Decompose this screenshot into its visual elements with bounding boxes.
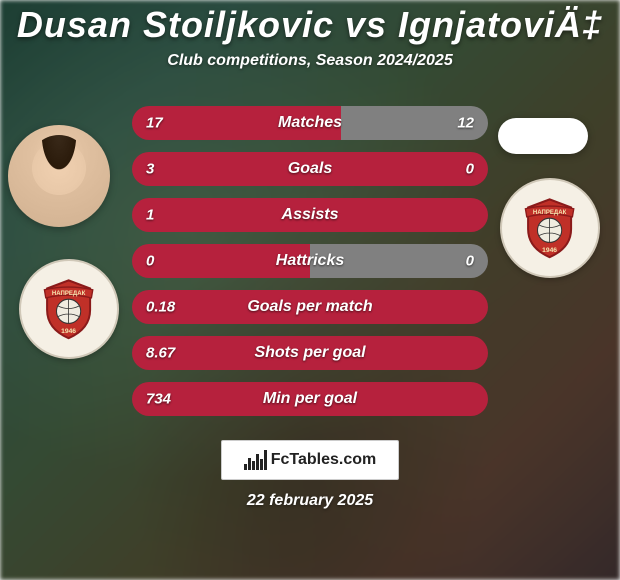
date-text: 22 february 2025 [247, 492, 373, 510]
stat-value-left: 8.67 [146, 345, 175, 362]
shield-icon: НАПРЕДАК 1946 [516, 194, 583, 261]
stat-value-left: 0.18 [146, 299, 175, 316]
crest-banner-text: НАПРЕДАК [52, 292, 86, 298]
stat-label: Shots per goal [254, 344, 365, 362]
crest-year: 1946 [62, 328, 77, 335]
page-title: Dusan Stoiljkovic vs IgnjatoviÄ‡ [17, 4, 603, 46]
shield-icon: НАПРЕДАК 1946 [35, 275, 102, 342]
stat-row: 3 Goals 0 [132, 152, 488, 186]
stat-value-left: 0 [146, 253, 154, 270]
player-right-avatar [498, 118, 588, 154]
stats-list: 17 Matches 12 3 Goals 0 1 Assists 0 Hattricks 0 0.1… [132, 106, 488, 416]
stat-label: Hattricks [276, 252, 344, 270]
page-subtitle: Club competitions, Season 2024/2025 [167, 52, 452, 70]
stat-value-right: 0 [466, 161, 474, 178]
stat-row: 734 Min per goal [132, 382, 488, 416]
stat-value-left: 1 [146, 207, 154, 224]
club-crest-right: НАПРЕДАК 1946 [500, 178, 600, 278]
stat-row: 0.18 Goals per match [132, 290, 488, 324]
stat-value-left: 17 [146, 115, 163, 132]
stat-row: 17 Matches 12 [132, 106, 488, 140]
stat-row: 1 Assists [132, 198, 488, 232]
stat-value-left: 734 [146, 391, 171, 408]
stat-label: Goals [288, 160, 332, 178]
site-logo-text: FcTables.com [271, 451, 377, 469]
stat-value-right: 0 [466, 253, 474, 270]
chart-bars-icon [244, 450, 267, 470]
crest-banner-text: НАПРЕДАК [533, 211, 567, 217]
crest-year: 1946 [543, 247, 558, 254]
comparison-card: Dusan Stoiljkovic vs IgnjatoviÄ‡ Club co… [0, 0, 620, 580]
stat-label: Goals per match [247, 298, 372, 316]
club-crest-left: НАПРЕДАК 1946 [19, 259, 119, 359]
site-logo: FcTables.com [221, 440, 399, 480]
stat-label: Matches [278, 114, 342, 132]
stat-label: Assists [282, 206, 339, 224]
stat-row: 8.67 Shots per goal [132, 336, 488, 370]
stat-row: 0 Hattricks 0 [132, 244, 488, 278]
stat-value-left: 3 [146, 161, 154, 178]
player-left-avatar [8, 125, 110, 227]
stat-label: Min per goal [263, 390, 357, 408]
stat-value-right: 12 [457, 115, 474, 132]
